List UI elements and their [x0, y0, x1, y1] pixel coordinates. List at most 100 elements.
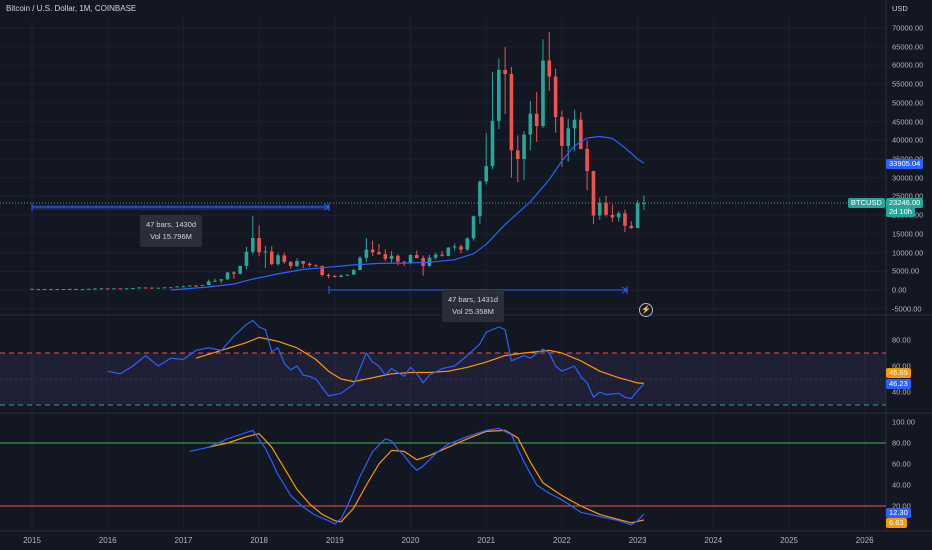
candle-body: [187, 285, 192, 287]
candle-body: [86, 288, 91, 290]
measure-1-arrow: [323, 203, 330, 211]
rsi-tick-label: 40.00: [892, 387, 911, 397]
candle-body: [566, 128, 570, 146]
candle-body: [528, 113, 533, 135]
candle-body: [93, 288, 97, 290]
time-tick-label: 2015: [23, 536, 41, 545]
rsi-ma-line: [195, 336, 644, 384]
rsi-line: [107, 319, 645, 400]
candle-body: [635, 203, 640, 229]
sma-line: [170, 135, 645, 291]
measure-2-bars: 47 bars, 1431d: [448, 295, 499, 304]
stoch-tick-label: 60.00: [892, 459, 911, 469]
candle-body: [320, 266, 324, 275]
candle-body: [396, 255, 400, 262]
time-tick-label: 2022: [552, 536, 571, 545]
candle-body: [49, 289, 53, 291]
candle-body: [143, 287, 148, 289]
candle-body: [616, 213, 621, 218]
candle-body: [295, 261, 299, 267]
candle-body: [452, 246, 457, 248]
measure-2-arrow: [621, 286, 628, 294]
candle-body: [80, 289, 85, 291]
candle-body: [150, 287, 154, 289]
candle-body: [232, 272, 236, 274]
candle-body: [553, 76, 558, 118]
measure-1-vol: Vol 15.796M: [150, 232, 192, 241]
candle-body: [345, 274, 350, 276]
price-tick-label: 25000.00: [892, 191, 924, 201]
candle-body: [112, 288, 116, 290]
price-tick-label: 55000.00: [892, 79, 924, 89]
price-tick-label: 40000.00: [892, 135, 924, 145]
rsi-value-badge: 46.23: [886, 379, 911, 389]
candle-body: [597, 202, 602, 216]
candle-body: [137, 287, 142, 289]
candle-body: [490, 120, 495, 167]
candle-body: [604, 202, 608, 215]
stoch-d-line: [208, 429, 645, 524]
candle-body: [269, 251, 274, 265]
candle-body: [301, 261, 306, 264]
candle-body: [156, 287, 160, 289]
candle-body: [74, 288, 78, 290]
symbol-title[interactable]: Bitcoin / U.S. Dollar, 1M, COINBASE: [6, 4, 137, 13]
candle-body: [522, 134, 526, 159]
candle-body: [433, 254, 438, 258]
candle-body: [440, 254, 444, 256]
price-tick-label: 10000.00: [892, 248, 924, 258]
stoch-tick-label: 100.00: [892, 417, 915, 427]
price-tick-label: 65000.00: [892, 42, 924, 52]
measure-2-vol: Vol 25.358M: [452, 307, 494, 316]
time-tick-label: 2020: [401, 536, 420, 545]
candle-body: [629, 225, 634, 229]
candle-body: [509, 74, 514, 151]
candle-body: [276, 255, 280, 265]
stoch-d-badge: 6.63: [886, 518, 907, 528]
candle-body: [541, 60, 545, 127]
time-tick-label: 2017: [174, 536, 193, 545]
candle-body: [61, 289, 66, 291]
candle-body: [263, 251, 268, 253]
candle-body: [408, 255, 413, 264]
candle-body: [333, 276, 337, 278]
stoch-tick-label: 40.00: [892, 480, 911, 490]
candle-body: [389, 255, 394, 259]
candle-body: [471, 216, 476, 239]
price-tick-label: 0.00: [892, 285, 907, 295]
candle-body: [105, 288, 110, 290]
candle-body: [244, 251, 249, 266]
candle-body: [560, 117, 564, 146]
candle-body: [591, 170, 596, 216]
candle-body: [55, 289, 60, 291]
time-tick-label: 2023: [628, 536, 647, 545]
candle-body: [377, 252, 381, 255]
countdown-badge: 2d 10h: [886, 207, 915, 217]
time-tick-label: 2021: [477, 536, 496, 545]
measure-tooltip-1: 47 bars, 1430d Vol 15.796M: [140, 215, 203, 247]
candle-body: [68, 288, 72, 290]
rsi-ma-badge: 46.65: [886, 368, 911, 378]
stoch-tick-label: 20.00: [892, 501, 911, 511]
candle-body: [515, 150, 520, 159]
candle-body: [383, 254, 388, 259]
time-tick-label: 2025: [780, 536, 798, 545]
candle-body: [642, 202, 646, 204]
measure-1-bars: 47 bars, 1430d: [146, 220, 197, 229]
candle-body: [585, 148, 589, 171]
candle-body: [402, 261, 407, 264]
time-tick-label: 2018: [250, 536, 268, 545]
candle-body: [572, 119, 577, 129]
candle-body: [288, 261, 293, 267]
candle-body: [257, 237, 261, 253]
candle-body: [414, 255, 419, 258]
candle-body: [465, 238, 470, 250]
candle-body: [610, 214, 615, 218]
lightning-icon[interactable]: ⚡: [639, 303, 653, 317]
candle-body: [339, 275, 343, 278]
candle-body: [307, 263, 312, 266]
candle-body: [459, 246, 463, 250]
